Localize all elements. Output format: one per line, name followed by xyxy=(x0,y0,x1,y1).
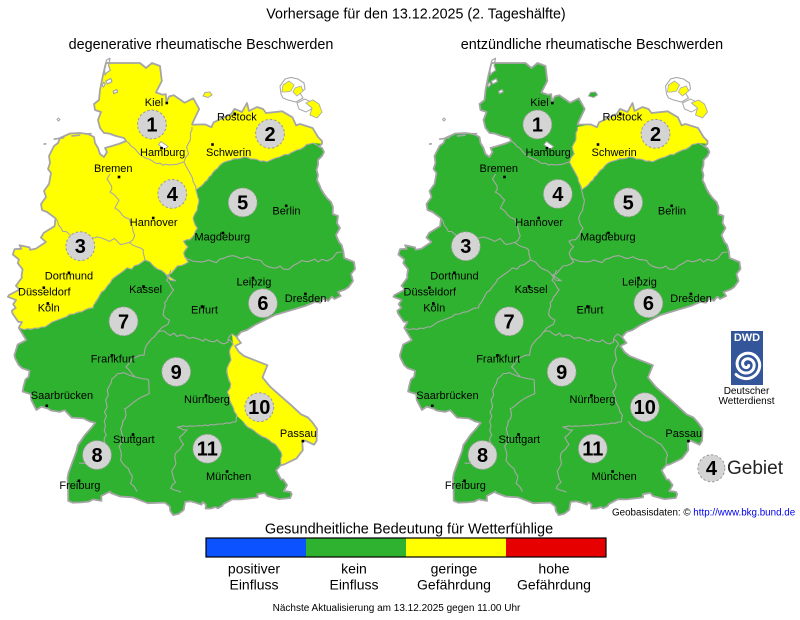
svg-text:hohe: hohe xyxy=(538,561,569,577)
svg-text:1: 1 xyxy=(532,115,543,137)
svg-text:4: 4 xyxy=(706,458,718,480)
svg-text:Schwerin: Schwerin xyxy=(206,147,251,159)
svg-text:Magdeburg: Magdeburg xyxy=(580,232,636,244)
svg-text:Freiburg: Freiburg xyxy=(445,480,486,492)
svg-text:kein: kein xyxy=(341,561,367,577)
svg-text:2: 2 xyxy=(650,124,661,146)
svg-text:Bremen: Bremen xyxy=(94,163,133,175)
svg-text:3: 3 xyxy=(460,236,471,258)
svg-text:10: 10 xyxy=(248,397,270,419)
svg-text:4: 4 xyxy=(552,184,564,206)
svg-text:Stuttgart: Stuttgart xyxy=(499,434,541,446)
svg-text:9: 9 xyxy=(556,362,567,384)
svg-text:Einfluss: Einfluss xyxy=(229,577,278,593)
svg-text:Kassel: Kassel xyxy=(515,284,548,296)
svg-text:Frankfurt: Frankfurt xyxy=(91,354,135,366)
svg-text:Kiel: Kiel xyxy=(530,97,548,109)
svg-text:Leipzig: Leipzig xyxy=(237,277,272,289)
svg-text:7: 7 xyxy=(503,311,514,333)
svg-text:Deutscher: Deutscher xyxy=(724,386,770,397)
svg-text:Hannover: Hannover xyxy=(515,217,563,229)
svg-text:Düsseldorf: Düsseldorf xyxy=(404,287,458,299)
svg-text:4: 4 xyxy=(167,184,179,206)
svg-text:Frankfurt: Frankfurt xyxy=(476,354,520,366)
svg-text:DWD: DWD xyxy=(734,332,760,344)
svg-text:Geobasisdaten: © http://www.bk: Geobasisdaten: © http://www.bkg.bund.de xyxy=(612,508,796,519)
svg-text:Kassel: Kassel xyxy=(129,284,162,296)
svg-text:Schwerin: Schwerin xyxy=(592,147,637,159)
svg-text:Hamburg: Hamburg xyxy=(140,147,185,159)
svg-text:8: 8 xyxy=(477,445,488,467)
svg-text:Gesundheitliche Bedeutung für: Gesundheitliche Bedeutung für Wetterfühl… xyxy=(265,522,553,538)
svg-text:Kiel: Kiel xyxy=(145,97,163,109)
svg-text:9: 9 xyxy=(171,362,182,384)
svg-text:11: 11 xyxy=(582,439,603,461)
svg-text:geringe: geringe xyxy=(431,561,478,577)
svg-text:Berlin: Berlin xyxy=(272,206,300,218)
svg-text:Dresden: Dresden xyxy=(285,293,327,305)
svg-text:Passau: Passau xyxy=(280,428,317,440)
svg-text:degenerative rheumatische Besc: degenerative rheumatische Beschwerden xyxy=(69,37,334,53)
svg-text:Gebiet: Gebiet xyxy=(727,458,784,479)
svg-text:Freiburg: Freiburg xyxy=(59,480,100,492)
svg-text:Dortmund: Dortmund xyxy=(430,271,478,283)
svg-text:Düsseldorf: Düsseldorf xyxy=(18,287,72,299)
svg-text:Saarbrücken: Saarbrücken xyxy=(31,390,93,402)
svg-text:Wetterdienst: Wetterdienst xyxy=(719,396,775,407)
svg-text:6: 6 xyxy=(257,293,268,315)
svg-text:Leipzig: Leipzig xyxy=(622,277,657,289)
svg-text:Dortmund: Dortmund xyxy=(45,271,93,283)
svg-text:10: 10 xyxy=(634,397,656,419)
svg-text:11: 11 xyxy=(197,439,218,461)
svg-text:Hannover: Hannover xyxy=(130,217,178,229)
svg-text:Stuttgart: Stuttgart xyxy=(113,434,155,446)
svg-text:2: 2 xyxy=(264,124,275,146)
svg-text:Vorhersage für den 13.12.2025: Vorhersage für den 13.12.2025 (2. Tagesh… xyxy=(266,7,565,23)
svg-text:8: 8 xyxy=(91,445,102,467)
svg-text:München: München xyxy=(206,471,251,483)
svg-text:Erfurt: Erfurt xyxy=(577,305,604,317)
svg-text:Berlin: Berlin xyxy=(658,206,686,218)
svg-text:1: 1 xyxy=(146,115,157,137)
svg-text:München: München xyxy=(592,471,637,483)
svg-text:6: 6 xyxy=(643,293,654,315)
svg-text:Hamburg: Hamburg xyxy=(526,147,571,159)
svg-text:Gefährdung: Gefährdung xyxy=(517,577,591,593)
svg-text:positiver: positiver xyxy=(228,561,280,577)
svg-text:Einfluss: Einfluss xyxy=(329,577,378,593)
svg-text:Rostock: Rostock xyxy=(603,112,643,124)
svg-text:Dresden: Dresden xyxy=(670,293,712,305)
svg-text:Magdeburg: Magdeburg xyxy=(195,232,251,244)
svg-text:Passau: Passau xyxy=(665,428,702,440)
svg-text:Nächste Aktualisierung am 13.1: Nächste Aktualisierung am 13.12.2025 geg… xyxy=(273,603,521,614)
svg-text:5: 5 xyxy=(237,192,248,214)
svg-text:Saarbrücken: Saarbrücken xyxy=(416,390,478,402)
svg-text:Rostock: Rostock xyxy=(217,112,257,124)
svg-text:Bremen: Bremen xyxy=(480,163,519,175)
svg-text:Nürnberg: Nürnberg xyxy=(570,394,616,406)
svg-text:entzündliche rheumatische Besc: entzündliche rheumatische Beschwerden xyxy=(461,37,723,53)
svg-text:Köln: Köln xyxy=(38,303,60,315)
svg-text:Nürnberg: Nürnberg xyxy=(184,394,230,406)
svg-text:3: 3 xyxy=(75,236,86,258)
svg-text:Erfurt: Erfurt xyxy=(191,305,218,317)
svg-text:5: 5 xyxy=(623,192,634,214)
svg-text:Köln: Köln xyxy=(423,303,445,315)
svg-text:Gefährdung: Gefährdung xyxy=(417,577,491,593)
svg-text:7: 7 xyxy=(118,311,129,333)
